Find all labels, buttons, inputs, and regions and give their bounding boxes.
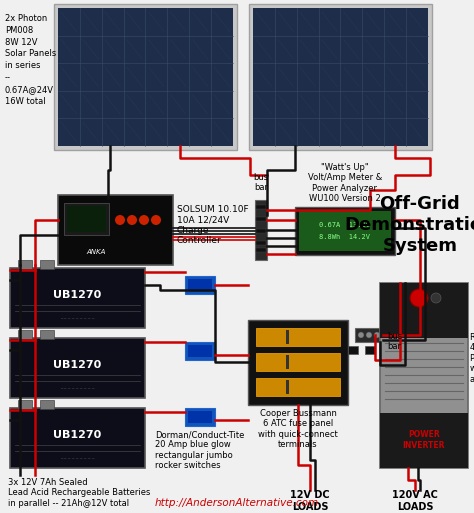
Circle shape: [390, 332, 396, 338]
Bar: [256, 248, 266, 252]
Bar: [40, 330, 54, 339]
Text: "Watt's Up"
Volt/Amp Meter &
Power Analyzer
WU100 Version 2: "Watt's Up" Volt/Amp Meter & Power Analy…: [308, 163, 382, 203]
Text: bus
bar: bus bar: [254, 172, 269, 192]
Circle shape: [366, 332, 372, 338]
Text: UB1270: UB1270: [54, 430, 101, 440]
Bar: [58, 195, 173, 265]
Bar: [256, 229, 266, 233]
Bar: [365, 346, 375, 354]
Bar: [295, 207, 395, 255]
Bar: [64, 203, 109, 235]
Bar: [380, 283, 468, 338]
Bar: [256, 241, 266, 245]
Bar: [18, 330, 32, 339]
Bar: [248, 320, 348, 405]
Text: ANKA: ANKA: [86, 249, 106, 255]
Text: UB1270: UB1270: [54, 290, 101, 300]
Bar: [380, 283, 468, 468]
Bar: [286, 330, 289, 344]
Bar: [256, 217, 266, 221]
Bar: [185, 408, 215, 426]
Bar: [40, 400, 54, 409]
Bar: [256, 328, 340, 346]
Bar: [18, 260, 32, 269]
Circle shape: [127, 215, 137, 225]
Circle shape: [151, 215, 161, 225]
Bar: [10, 338, 145, 398]
Bar: [348, 346, 358, 354]
Text: UB1270: UB1270: [54, 360, 101, 370]
Bar: [10, 408, 145, 468]
Bar: [380, 413, 468, 468]
Circle shape: [431, 293, 441, 303]
Text: bus
bar: bus bar: [388, 332, 402, 351]
Bar: [188, 345, 212, 357]
Text: 3x 12V 7Ah Sealed
Lead Acid Rechargeable Batteries
in parallel -- 21Ah@12V total: 3x 12V 7Ah Sealed Lead Acid Rechargeable…: [8, 478, 150, 508]
Circle shape: [382, 332, 388, 338]
Bar: [249, 4, 432, 150]
Bar: [188, 411, 212, 423]
Bar: [10, 268, 145, 328]
Bar: [18, 400, 32, 409]
Bar: [253, 8, 428, 146]
Text: 8.8Wh  14.2V: 8.8Wh 14.2V: [319, 234, 371, 240]
Bar: [40, 260, 54, 269]
Text: http://AndersonAlternative.com: http://AndersonAlternative.com: [155, 498, 319, 508]
Circle shape: [358, 332, 364, 338]
Bar: [188, 279, 212, 291]
Bar: [299, 211, 391, 251]
Bar: [54, 4, 237, 150]
Text: Dorman/Conduct-Tite
20 Amp blue glow
rectangular jumbo
rocker switches: Dorman/Conduct-Tite 20 Amp blue glow rec…: [155, 430, 245, 470]
Text: Cooper Bussmann
6 ATC fuse panel
with quick-connect
terminals: Cooper Bussmann 6 ATC fuse panel with qu…: [258, 409, 338, 449]
Bar: [256, 378, 340, 396]
Bar: [67, 206, 106, 232]
Text: _ _ _ _ _ _ _ _ _: _ _ _ _ _ _ _ _ _: [60, 384, 95, 388]
Text: _ _ _ _ _ _ _ _ _: _ _ _ _ _ _ _ _ _: [60, 313, 95, 319]
Circle shape: [398, 332, 404, 338]
Text: Rosewill RCI-400MS
400W DC To AC
Power Inverter
with Power Protection
and Alarmi: Rosewill RCI-400MS 400W DC To AC Power I…: [470, 333, 474, 384]
Text: 12V DC
LOADS: 12V DC LOADS: [290, 490, 330, 511]
Bar: [255, 200, 267, 260]
Text: 120V AC
LOADS: 120V AC LOADS: [392, 490, 438, 511]
Text: Off-Grid
Demonstration
System: Off-Grid Demonstration System: [345, 195, 474, 254]
Circle shape: [115, 215, 125, 225]
Circle shape: [410, 289, 428, 307]
Text: _ _ _ _ _ _ _ _ _: _ _ _ _ _ _ _ _ _: [60, 453, 95, 459]
Bar: [355, 328, 410, 342]
Bar: [58, 8, 233, 146]
Bar: [185, 276, 215, 294]
Bar: [256, 353, 340, 371]
Text: 2x Photon
PM008
8W 12V
Solar Panels
in series
--
0.67A@24V
16W total: 2x Photon PM008 8W 12V Solar Panels in s…: [5, 14, 56, 106]
Bar: [286, 380, 289, 394]
Text: 0.67A  13.2V: 0.67A 13.2V: [319, 222, 371, 228]
Text: POWER
INVERTER: POWER INVERTER: [403, 430, 445, 450]
Text: SOLSUM 10.10F
10A 12/24V
Charge
Controller: SOLSUM 10.10F 10A 12/24V Charge Controll…: [177, 205, 249, 245]
Circle shape: [139, 215, 149, 225]
Circle shape: [374, 332, 380, 338]
Bar: [286, 355, 289, 369]
Bar: [185, 342, 215, 360]
Bar: [256, 205, 266, 209]
